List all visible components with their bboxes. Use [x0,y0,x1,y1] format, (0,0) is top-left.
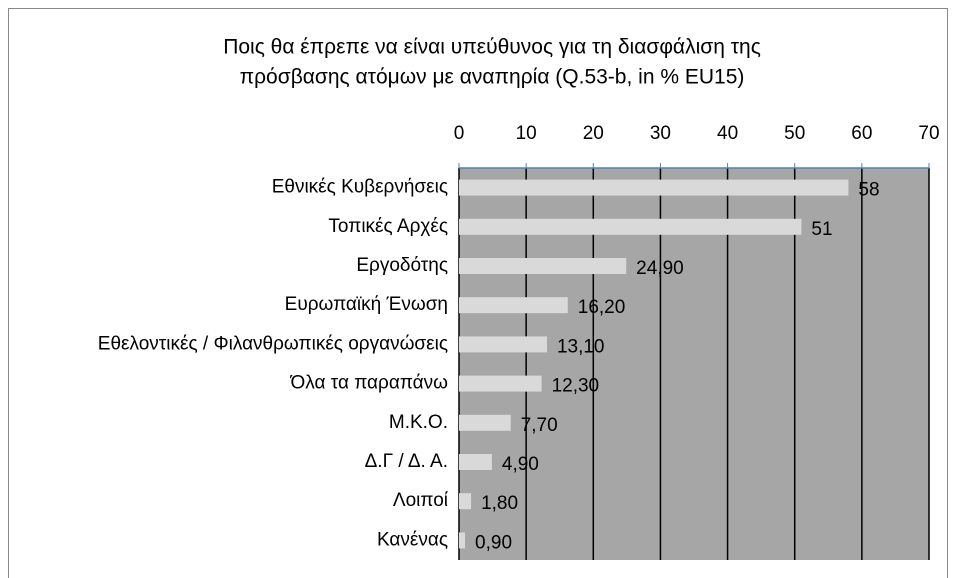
y-tick-label: Μ.Κ.Ο. [389,412,448,433]
bar [459,532,466,549]
y-tick-label: Όλα τα παραπάνω [290,373,449,394]
value-label: 7,70 [521,415,558,436]
x-tick-label: 0 [454,123,465,144]
y-tick-label: Εργοδότης [356,255,448,276]
bar [459,258,627,274]
bar [459,454,492,470]
value-label: 24,90 [636,258,684,279]
value-label: 4,90 [502,454,539,475]
y-tick-label: Ευρωπαϊκή Ένωση [285,294,448,315]
x-tick-label: 30 [650,123,671,144]
value-label: 16,20 [578,297,626,318]
y-tick-label: Τοπικές Αρχές [328,216,448,237]
value-label: 51 [811,219,832,240]
y-tick-label: Λοιποί [393,490,449,511]
bar [459,218,802,235]
bar [459,297,568,314]
x-tick-label: 50 [784,123,805,144]
x-tick-label: 10 [516,123,537,144]
value-label: 58 [858,180,879,201]
bar [459,375,542,392]
bar [459,414,511,431]
value-label: 0,90 [475,532,512,553]
value-label: 1,80 [481,493,518,514]
value-label: 13,10 [557,336,605,357]
y-tick-label: Εθελοντικές / Φιλανθρωπικές οργανώσεις [98,333,448,354]
y-tick-label: Κανένας [377,529,448,550]
bar [459,493,472,510]
bar [459,179,849,196]
x-tick-label: 20 [583,123,604,144]
chart-title: πρόσβασης ατόμων με αναπηρία (Q.53-b, in… [240,66,745,89]
value-label: 12,30 [552,376,600,397]
chart-title: Ποις θα έπρεπε να είναι υπεύθυνος για τη… [223,36,761,59]
x-tick-label: 70 [918,123,939,144]
y-tick-label: Δ.Γ / Δ. Α. [365,451,448,472]
x-tick-label: 60 [851,123,872,144]
x-tick-label: 40 [717,123,738,144]
bar [459,336,547,353]
y-tick-label: Εθνικές Κυβερνήσεις [272,177,448,198]
